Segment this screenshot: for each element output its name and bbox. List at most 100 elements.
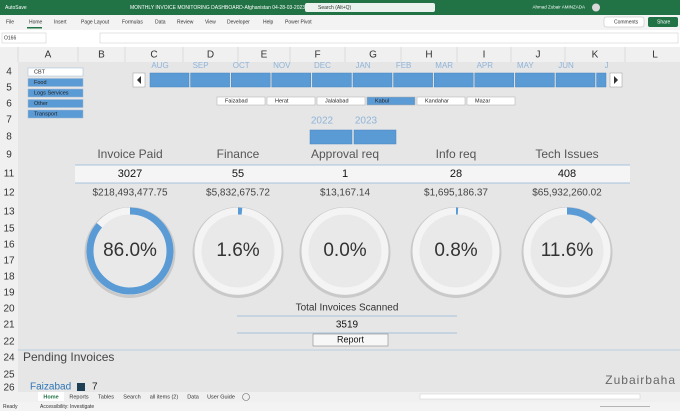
- slicer-item-label[interactable]: Other: [34, 101, 48, 107]
- ribbon-tab[interactable]: Insert: [54, 19, 67, 25]
- province-label[interactable]: Faizabad: [225, 98, 248, 104]
- ribbon-tab[interactable]: Developer: [227, 19, 250, 25]
- search-box[interactable]: [305, 3, 435, 12]
- month-button[interactable]: [312, 72, 352, 88]
- ribbon-tab[interactable]: Page Layout: [81, 19, 110, 25]
- comments-button[interactable]: [603, 16, 645, 28]
- share-button[interactable]: [648, 17, 678, 27]
- year-button[interactable]: [353, 129, 397, 145]
- ribbon-tab[interactable]: Data: [155, 19, 166, 25]
- slicer-item-label[interactable]: Logs Services: [34, 90, 69, 96]
- add-sheet[interactable]: [242, 393, 250, 401]
- slicer-item-label[interactable]: Transport: [34, 111, 58, 117]
- column-header[interactable]: F: [314, 50, 320, 61]
- column-header[interactable]: G: [369, 50, 377, 61]
- row-header[interactable]: 8: [6, 132, 12, 143]
- province-label[interactable]: Kandahar: [425, 98, 449, 104]
- row-header[interactable]: 6: [6, 99, 12, 110]
- month-button[interactable]: [596, 72, 607, 88]
- ribbon-tab[interactable]: Power Pivot: [285, 19, 312, 25]
- slicer-item-label[interactable]: Food: [34, 80, 47, 86]
- ribbon-tab[interactable]: Review: [177, 19, 194, 25]
- column-header[interactable]: E: [261, 50, 268, 61]
- total-label: Total Invoices Scanned: [296, 303, 399, 314]
- slicer-item[interactable]: [27, 99, 84, 108]
- row-header[interactable]: 25: [3, 370, 15, 381]
- sheet-tab[interactable]: Data: [187, 394, 200, 400]
- row-header[interactable]: 20: [3, 304, 15, 315]
- slicer-item[interactable]: [27, 78, 84, 87]
- row-header[interactable]: 5: [6, 83, 12, 94]
- column-header[interactable]: L: [652, 50, 658, 61]
- ribbon-tab[interactable]: Formulas: [122, 19, 143, 25]
- ribbon-tab[interactable]: Home: [29, 19, 43, 25]
- province-button[interactable]: [466, 96, 516, 106]
- name-box-text[interactable]: O166: [4, 35, 16, 41]
- column-header[interactable]: C: [150, 50, 157, 61]
- province-label[interactable]: Kabul: [375, 98, 389, 104]
- row-header[interactable]: 16: [3, 240, 15, 251]
- name-box[interactable]: [1, 32, 47, 44]
- province-label[interactable]: Mazar: [475, 98, 490, 104]
- province-label[interactable]: Jalalabad: [325, 98, 349, 104]
- row-header[interactable]: 22: [3, 337, 15, 348]
- ribbon-tab[interactable]: View: [205, 19, 216, 25]
- province-label[interactable]: Herat: [275, 98, 289, 104]
- ribbon-tab[interactable]: File: [6, 19, 14, 25]
- formula-input[interactable]: [99, 32, 679, 44]
- slicer-item[interactable]: [27, 88, 84, 98]
- month-button[interactable]: [271, 72, 312, 88]
- row-header[interactable]: 17: [3, 256, 15, 267]
- row-header[interactable]: 18: [3, 272, 15, 283]
- row-header[interactable]: 15: [3, 224, 15, 235]
- month-button[interactable]: [515, 72, 555, 88]
- slicer-item[interactable]: [27, 109, 84, 119]
- search[interactable]: Search (Alt+Q): [318, 5, 352, 11]
- sheet-tab[interactable]: all items (2): [150, 394, 179, 400]
- row-header[interactable]: 13: [3, 207, 15, 218]
- row-header[interactable]: 9: [6, 150, 12, 161]
- column-header[interactable]: D: [207, 50, 214, 61]
- month-button[interactable]: [190, 72, 230, 88]
- province-button[interactable]: [266, 96, 316, 106]
- row-header[interactable]: 19: [3, 288, 15, 299]
- month-button[interactable]: [433, 72, 474, 88]
- share[interactable]: Share: [657, 19, 671, 25]
- sheet-tab[interactable]: Home: [43, 394, 58, 400]
- month-button[interactable]: [555, 72, 596, 88]
- column-header[interactable]: K: [592, 50, 599, 61]
- column-header[interactable]: H: [425, 50, 432, 61]
- sheet-tab[interactable]: Search: [123, 394, 140, 400]
- month-button[interactable]: [230, 72, 271, 88]
- sheet-tab[interactable]: Tables: [98, 394, 114, 400]
- month-button[interactable]: [474, 72, 515, 88]
- row-header[interactable]: 7: [6, 115, 12, 126]
- row-header[interactable]: 26: [3, 383, 15, 394]
- year-button[interactable]: [309, 129, 353, 145]
- report-button[interactable]: [312, 333, 389, 347]
- sheet-tab[interactable]: Reports: [69, 394, 89, 400]
- h-scrollbar[interactable]: [419, 393, 641, 400]
- month-button[interactable]: [149, 72, 190, 88]
- column-header[interactable]: A: [45, 50, 52, 61]
- row-header[interactable]: 21: [3, 320, 15, 331]
- row-header[interactable]: 12: [3, 188, 15, 199]
- row-header[interactable]: 11: [4, 169, 15, 180]
- ribbon-tab[interactable]: Help: [263, 19, 274, 25]
- slicer-item[interactable]: [27, 67, 84, 77]
- comments[interactable]: Comments: [614, 19, 639, 25]
- row-header[interactable]: 4: [6, 67, 12, 78]
- column-header[interactable]: J: [536, 50, 541, 61]
- column-header[interactable]: I: [483, 50, 486, 61]
- province-button[interactable]: [216, 96, 266, 106]
- province-button[interactable]: [316, 96, 366, 106]
- slicer-item-label[interactable]: CBT: [34, 69, 46, 75]
- column-header[interactable]: B: [98, 50, 105, 61]
- month-button[interactable]: [352, 72, 393, 88]
- sheet-tab[interactable]: User Guide: [207, 394, 235, 400]
- report-button-label[interactable]: Report: [337, 334, 365, 344]
- month-button[interactable]: [393, 72, 433, 88]
- row-header[interactable]: 24: [3, 353, 15, 364]
- province-button[interactable]: [416, 96, 466, 106]
- province-button[interactable]: [366, 96, 416, 106]
